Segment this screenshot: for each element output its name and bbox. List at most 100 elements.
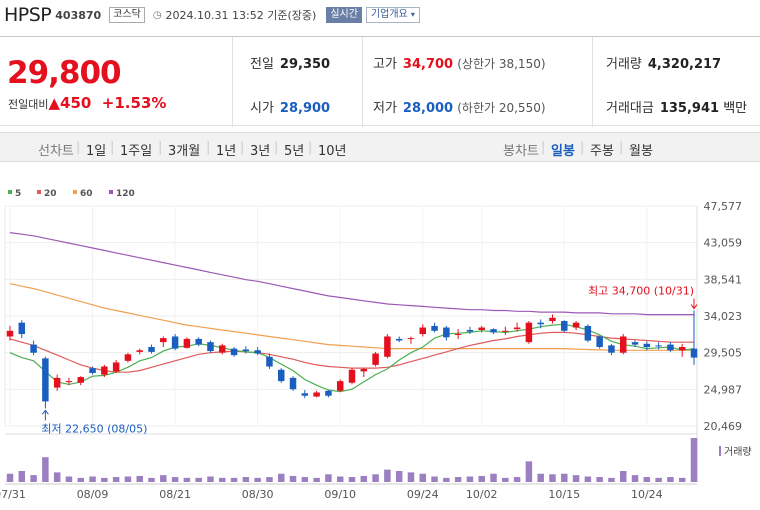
change-amount: 450 [60,94,92,112]
volume-bar [667,477,674,482]
x-tick-label: 10/02 [466,488,498,501]
volume-bar [395,471,403,482]
candle-body [219,345,226,353]
trade-amount: 거래대금 135,941 백만 [606,101,748,116]
period-1d[interactable]: 1일 [86,144,107,159]
period-3m[interactable]: 3개월 [168,144,201,159]
volume-bar [513,477,521,482]
volume-bar [643,477,651,482]
legend-swatch [73,190,77,194]
stock-name: HPSP [4,4,52,26]
candle-body [289,377,297,390]
x-tick-label: 08/21 [159,488,191,501]
separator: | [580,140,585,155]
volume-bar [65,476,73,482]
separator: | [274,140,279,155]
period-1w[interactable]: 1주일 [120,144,153,159]
volume-bar [596,477,603,482]
low-price: 저가 28,000 (하한가 20,550) [373,101,546,116]
candle-body [53,377,61,388]
legend-label: 60 [80,189,93,199]
prev-close: 전일 29,350 [250,57,331,72]
volume-bar [490,473,497,482]
candle-body [407,338,415,340]
x-tick-label: 10/15 [548,488,580,501]
volume-bar [219,477,226,482]
high-arrow-head [690,304,698,310]
period-daily[interactable]: 일봉 [551,144,575,159]
candle-body [65,381,73,383]
candle-body [572,322,580,328]
volume-bar [348,477,356,482]
period-3y[interactable]: 3년 [250,144,271,159]
volume-bar [619,471,627,482]
volume-bar [407,472,415,482]
candle-body [148,347,155,352]
volume-bar [112,477,120,482]
period-5y[interactable]: 5년 [284,144,305,159]
separator: | [110,140,115,155]
candle-body [667,344,674,351]
separator: | [206,140,211,155]
volume-bar [301,477,309,482]
volume-bar [678,477,686,482]
ma20-line [9,331,694,373]
candle-body [431,325,438,331]
candle-body [325,390,332,396]
candle-body [77,377,85,383]
volume-bar [148,477,155,482]
chevron-down-icon: ▾ [410,10,415,19]
candle-body [525,322,533,343]
x-tick-label: 07/31 [0,488,26,501]
realtime-button[interactable]: 실시간 [326,7,362,23]
clock-icon: ◷ [152,9,162,21]
candle-body [42,358,49,402]
candle-body [372,353,379,365]
y-tick-label: 34,023 [704,310,743,323]
period-weekly[interactable]: 주봉 [590,144,614,159]
candle-body [301,393,309,396]
candle-body [171,336,179,349]
ma5-line [9,323,695,393]
legend-label: 120 [116,189,135,199]
legend-label: 5 [15,189,21,199]
separator: | [541,140,546,155]
ma60-line [9,283,694,351]
separator: | [158,140,163,155]
volume-bar [160,475,167,482]
separator: | [240,140,245,155]
candle-body [277,369,285,382]
high-price: 고가 34,700 (상한가 38,150) [373,57,546,72]
candle-body [690,348,698,358]
volume-bar [537,473,544,482]
volume-bar [230,477,238,482]
period-10y[interactable]: 10년 [318,144,347,159]
volume-bar [242,477,250,482]
volume-bar [419,473,427,482]
candle-body [230,348,238,356]
candle-body [619,336,627,353]
volume-bar [53,472,61,482]
company-info-dropdown[interactable]: 기업개요 ▾ [365,7,420,23]
volume-bar [572,475,580,482]
candle-body [537,322,544,325]
separator: | [308,140,313,155]
volume-bar [183,477,191,482]
legend-swatch [37,190,41,194]
period-1y[interactable]: 1년 [216,144,237,159]
candle-body [655,345,662,347]
volume-bar [313,477,320,482]
period-monthly[interactable]: 월봉 [629,144,653,159]
volume-bar [384,469,391,482]
volume-bar [89,476,96,482]
volume-bar [549,474,556,482]
candle-body [643,343,651,348]
candle-body [502,330,509,332]
candle-body [454,334,462,336]
candle-body [360,368,368,372]
volume-bar [325,474,332,482]
candlestick-chart: 5 20 60 120 47,577 43,059 38,541 34,023 29,505 24… [0,189,752,501]
volume-bar [431,476,438,482]
y-tick-label: 20,469 [704,420,743,433]
volume-bar [30,475,37,482]
